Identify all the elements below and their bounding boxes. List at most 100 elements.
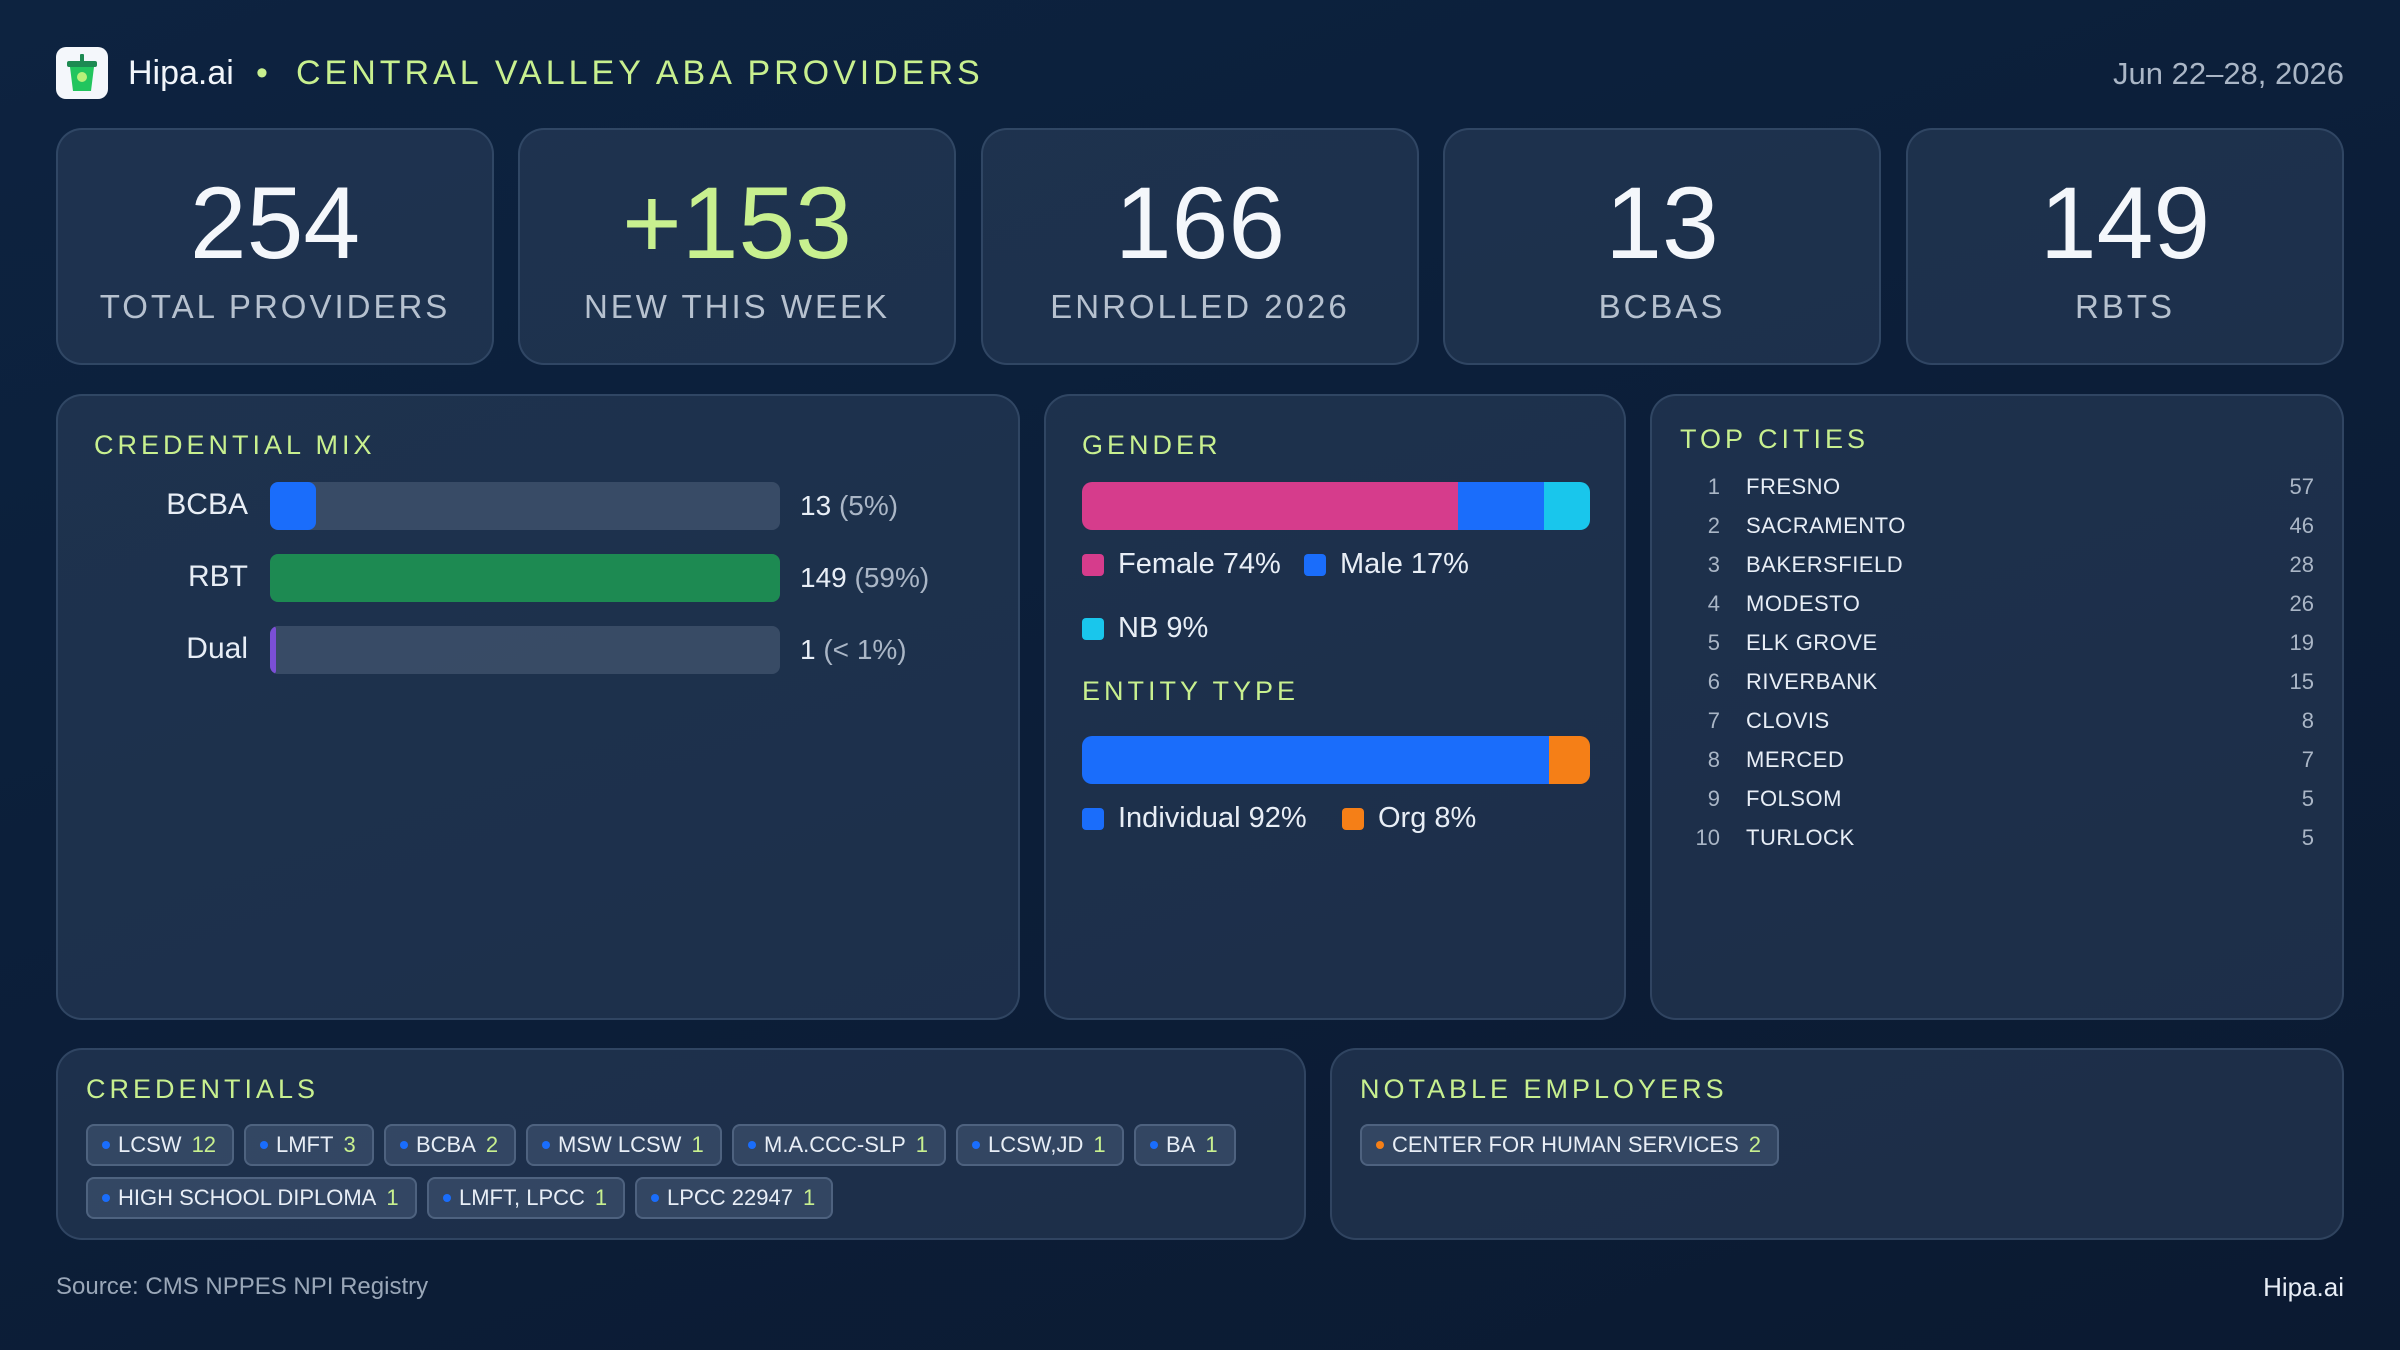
- kpi-card-total-providers: 254 TOTAL PROVIDERS: [56, 128, 494, 365]
- chip-dot: [260, 1141, 268, 1149]
- credential-mix-bar: [270, 554, 780, 602]
- chip-dot: [1150, 1141, 1158, 1149]
- city-rank: 2: [1707, 513, 1720, 538]
- city-count: 19: [2289, 630, 2314, 655]
- kpi-label: ENROLLED 2026: [1050, 288, 1350, 325]
- city-name: CLOVIS: [1746, 708, 1830, 733]
- footer-source: Source: CMS NPPES NPI Registry: [56, 1273, 429, 1300]
- brand-name: Hipa.ai: [128, 54, 234, 92]
- chip-dot: [651, 1194, 659, 1202]
- city-count: 7: [2301, 747, 2314, 772]
- city-count: 5: [2301, 825, 2314, 850]
- credential-mix-bar: [270, 482, 316, 530]
- city-list: 1 FRESNO 57 2 SACRAMENTO 46 3 BAKERSFIELD 28 4 MOD…: [1680, 474, 2342, 1018]
- credential-mix-value: 149 (59%): [800, 562, 930, 593]
- legend-swatch: [1082, 553, 1104, 576]
- section-title: CREDENTIALS: [86, 1074, 320, 1104]
- section-title: CREDENTIAL MIX: [94, 430, 376, 460]
- city-count: 8: [2301, 708, 2314, 733]
- chip-count: 1: [1093, 1132, 1106, 1157]
- legend-swatch: [1082, 807, 1104, 830]
- chip-label: CENTER FOR HUMAN SERVICES: [1392, 1132, 1739, 1157]
- city-row: 1 FRESNO 57: [1680, 474, 2342, 513]
- kpi-card-new-this-week: +153 NEW THIS WEEK: [518, 128, 956, 365]
- credential-mix-track: [270, 482, 780, 530]
- chip-count: 1: [691, 1132, 704, 1157]
- kpi-value: 13: [1605, 166, 1719, 280]
- city-name: ELK GROVE: [1746, 630, 1878, 655]
- legend-item-org: Org 8%: [1342, 802, 1476, 835]
- kpi-card-bcbas: 13 BCBAS: [1443, 128, 1881, 365]
- kpi-value: +153: [622, 166, 852, 280]
- chip-label: M.A.CCC-SLP: [764, 1132, 906, 1157]
- credential-mix-track: [270, 554, 780, 602]
- city-rank: 9: [1707, 786, 1720, 811]
- legend-item-male: Male 17%: [1304, 548, 1469, 581]
- kpi-value: 254: [189, 166, 361, 280]
- chip-label: BCBA: [416, 1132, 476, 1157]
- section-title: GENDER: [1082, 430, 1222, 460]
- credential-mix-value: 13 (5%): [800, 490, 899, 521]
- city-row: 5 ELK GROVE 19: [1680, 630, 2342, 669]
- chip-dot: [102, 1194, 110, 1202]
- city-count: 26: [2289, 591, 2314, 616]
- chip: BCBA 2: [384, 1124, 517, 1166]
- chip-count: 1: [386, 1185, 399, 1210]
- chip-dot: [102, 1141, 110, 1149]
- city-name: FOLSOM: [1746, 786, 1842, 811]
- city-rank: 5: [1707, 630, 1720, 655]
- gender-segment: [1544, 482, 1590, 530]
- chip-label: MSW LCSW: [558, 1132, 682, 1157]
- chip-dot: [748, 1141, 756, 1149]
- chip: LCSW,JD 1: [956, 1124, 1124, 1166]
- chip-label: LCSW,JD: [988, 1132, 1084, 1157]
- city-rank: 4: [1707, 591, 1720, 616]
- legend-item-nb: NB 9%: [1082, 612, 1208, 645]
- city-rank: 8: [1707, 747, 1720, 772]
- gender-stacked-bar: [1082, 482, 1590, 530]
- chip: LMFT 3: [244, 1124, 374, 1166]
- chip-count: 1: [594, 1185, 608, 1210]
- chip: LMFT, LPCC 1: [427, 1177, 626, 1219]
- chip-count: 2: [1748, 1132, 1761, 1157]
- legend-swatch: [1304, 553, 1326, 576]
- kpi-value: 149: [2039, 166, 2211, 280]
- legend-swatch: [1342, 807, 1364, 830]
- credential-mix-bar: [270, 626, 277, 674]
- credentials-panel: CREDENTIALS LCSW 12 LMFT 3 BCBA 2 MSW LCSW 1 M.A…: [56, 1048, 1306, 1240]
- chip-count: 1: [915, 1132, 929, 1157]
- legend-item-female: Female 74%: [1082, 548, 1281, 581]
- chip-label: BA: [1166, 1132, 1196, 1157]
- chip-count: 1: [1205, 1132, 1218, 1157]
- city-row: 6 RIVERBANK 15: [1680, 669, 2342, 708]
- chip: CENTER FOR HUMAN SERVICES 2: [1360, 1124, 1779, 1166]
- city-row: 2 SACRAMENTO 46: [1680, 513, 2342, 552]
- legend-item-individual: Individual 92%: [1082, 802, 1307, 835]
- city-row: 9 FOLSOM 5: [1680, 786, 2342, 825]
- chip-count: 1: [802, 1185, 816, 1210]
- chip-label: LMFT, LPCC: [459, 1185, 585, 1210]
- city-name: FRESNO: [1746, 474, 1841, 499]
- credential-mix-value: 1 (< 1%): [800, 634, 907, 665]
- date-range: Jun 22–28, 2026: [2113, 56, 2344, 91]
- gender-segment: [1082, 482, 1458, 530]
- city-row: 4 MODESTO 26: [1680, 591, 2342, 630]
- chip: LPCC 22947 1: [635, 1177, 834, 1219]
- kpi-card-rbts: 149 RBTS: [1906, 128, 2344, 365]
- kpi-label: TOTAL PROVIDERS: [99, 288, 451, 325]
- city-rank: 7: [1707, 708, 1720, 733]
- city-row: 8 MERCED 7: [1680, 747, 2342, 786]
- chip-label: LCSW: [118, 1132, 182, 1157]
- kpi-value: 166: [1114, 166, 1286, 280]
- city-row: 10 TURLOCK 5: [1680, 825, 2342, 864]
- city-count: 28: [2289, 552, 2314, 577]
- chip-label: LPCC 22947: [667, 1185, 793, 1210]
- chip: MSW LCSW 1: [526, 1124, 722, 1166]
- kpi-card-enrolled: 166 ENROLLED 2026: [981, 128, 1419, 365]
- chip: LCSW 12: [86, 1124, 235, 1166]
- city-count: 57: [2289, 474, 2314, 499]
- city-count: 46: [2289, 513, 2314, 538]
- title-separator: •: [256, 54, 268, 92]
- chip: BA 1: [1134, 1124, 1236, 1166]
- city-rank: 1: [1707, 474, 1720, 499]
